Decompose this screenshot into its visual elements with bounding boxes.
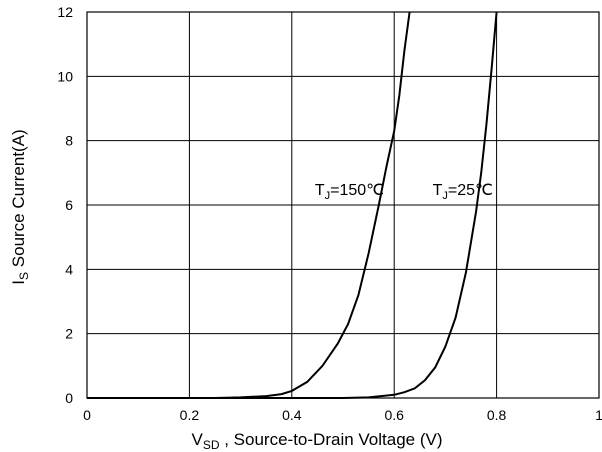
y-axis-label: IS Source Current(A) xyxy=(9,129,31,284)
x-tick-label: 0.2 xyxy=(180,407,200,423)
y-tick-label: 12 xyxy=(57,4,73,20)
y-tick-label: 6 xyxy=(65,197,73,213)
y-tick-labels: 0 2 4 6 8 10 12 xyxy=(57,4,73,406)
x-axis-label: VSD , Source-to-Drain Voltage (V) xyxy=(192,430,443,452)
annotations: TJ=150℃ TJ=25℃ xyxy=(315,182,493,202)
x-tick-label: 1 xyxy=(595,407,602,423)
series-group xyxy=(87,11,498,399)
y-tick-label: 0 xyxy=(65,390,73,406)
gridlines xyxy=(86,11,600,399)
series-line-2 xyxy=(87,11,498,399)
y-tick-label: 8 xyxy=(65,133,73,149)
x-tick-label: 0.4 xyxy=(282,407,302,423)
x-tick-label: 0.6 xyxy=(384,407,404,423)
y-tick-label: 2 xyxy=(65,326,73,342)
annotation-label-1: TJ=150℃ xyxy=(315,182,384,202)
x-tick-labels: 0 0.2 0.4 0.6 0.8 1 xyxy=(83,407,602,423)
y-tick-label: 4 xyxy=(65,261,73,277)
x-tick-label: 0.8 xyxy=(487,407,507,423)
series-line-1 xyxy=(87,11,411,399)
y-tick-label: 10 xyxy=(57,68,73,84)
x-tick-label: 0 xyxy=(83,407,91,423)
annotation-label-2: TJ=25℃ xyxy=(433,182,493,202)
